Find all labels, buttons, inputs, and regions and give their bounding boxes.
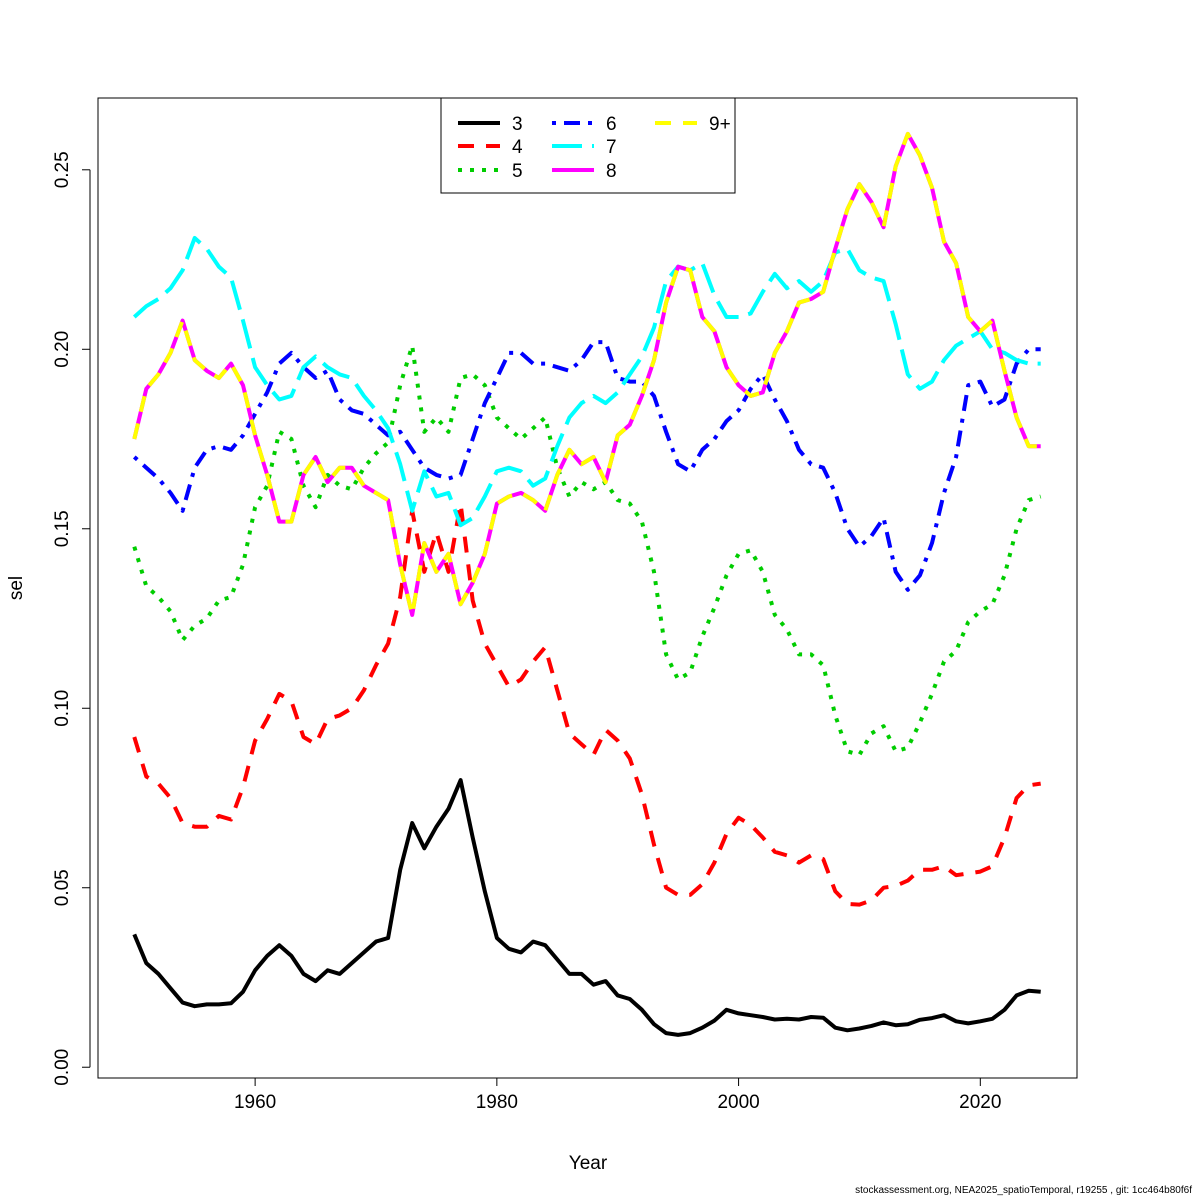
y-tick-label: 0.20 [52,331,73,368]
legend-label-6: 6 [606,114,617,135]
x-tick-label: 2020 [959,1092,1001,1113]
legend-label-4: 4 [512,137,523,158]
y-tick-label: 0.00 [52,1049,73,1086]
series-line-6 [132,340,1041,592]
y-axis: 0.00 0.05 0.10 0.15 0.20 0.25 [52,151,91,1086]
x-tick-label: 1980 [476,1092,518,1113]
legend-label-8: 8 [606,161,617,182]
series-layer [132,131,1042,1037]
legend: 34 5 67 8 9+ [440,97,736,194]
footer-credit: stockassessment.org, NEA2025_spatioTempo… [855,1185,1192,1196]
y-axis-label: sel [6,576,27,600]
series-line-3 [132,778,1041,1037]
x-tick-label: 1960 [234,1092,276,1113]
y-tick-label: 0.10 [52,690,73,727]
series-line-7 [132,236,1041,528]
x-axis: 1960 1980 2000 2020 [234,1077,1001,1113]
series-line-9plus [132,131,1041,617]
x-axis-label: Year [569,1153,608,1174]
y-tick-label: 0.05 [52,869,73,906]
legend-label-3: 3 [512,114,523,135]
legend-label-7: 7 [606,137,617,158]
series-line-5 [132,343,1042,757]
y-tick-label: 0.25 [52,151,73,188]
legend-label-5: 5 [512,161,523,182]
legend-box [440,97,736,194]
y-tick-label: 0.15 [52,510,73,547]
x-tick-label: 2000 [717,1092,759,1113]
legend-label-9plus: 9+ [709,114,731,135]
